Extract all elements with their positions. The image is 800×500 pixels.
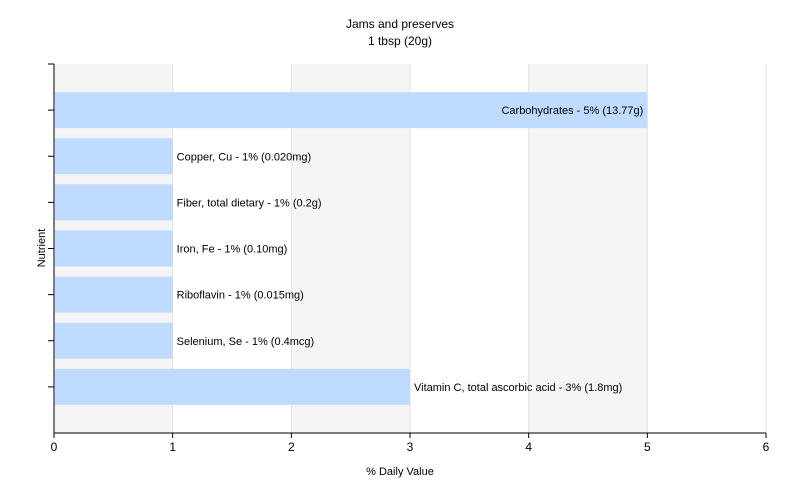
- x-tick-label: 1: [169, 440, 176, 454]
- bar: [55, 368, 410, 405]
- x-tick-label: 2: [288, 440, 295, 454]
- bar: [55, 92, 648, 129]
- bar-label: Copper, Cu - 1% (0.020mg): [177, 151, 312, 163]
- x-tick-label: 3: [407, 440, 414, 454]
- bar-label: Carbohydrates - 5% (13.77g): [501, 105, 643, 117]
- bar: [55, 138, 173, 175]
- bar-label: Selenium, Se - 1% (0.4mcg): [177, 336, 315, 348]
- bar: [55, 230, 173, 267]
- bar-label: Iron, Fe - 1% (0.10mg): [177, 244, 288, 256]
- bar: [55, 276, 173, 313]
- y-axis-label: Nutrient: [36, 228, 48, 268]
- bar: [55, 322, 173, 359]
- bar-label: Riboflavin - 1% (0.015mg): [177, 290, 304, 302]
- bar-label: Vitamin C, total ascorbic acid - 3% (1.8…: [414, 382, 622, 394]
- x-tick-label: 5: [644, 440, 651, 454]
- x-tick-label: 6: [763, 440, 770, 454]
- x-tick-label: 4: [525, 440, 532, 454]
- x-tick-label: 0: [51, 440, 58, 454]
- bar: [55, 184, 173, 221]
- chart-subtitle: 1 tbsp (20g): [367, 34, 433, 48]
- x-axis-label: % Daily Value: [366, 466, 434, 478]
- chart-title: Jams and preserves: [345, 17, 455, 31]
- bar-label: Fiber, total dietary - 1% (0.2g): [177, 197, 322, 209]
